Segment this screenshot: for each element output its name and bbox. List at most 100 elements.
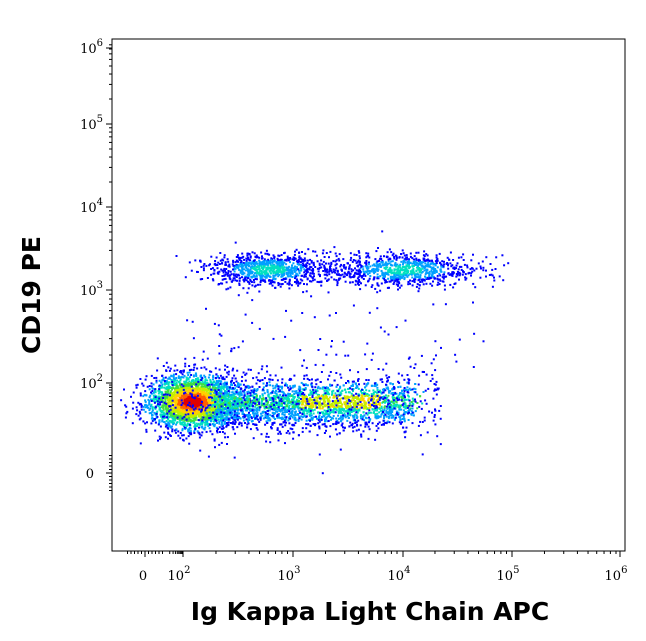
event-dot	[150, 382, 153, 385]
event-dot	[386, 386, 389, 389]
event-dot	[252, 377, 255, 380]
event-dot	[169, 434, 172, 437]
event-dot	[355, 382, 357, 385]
event-dot	[351, 422, 354, 425]
event-dot	[285, 421, 287, 424]
event-dot	[238, 412, 240, 415]
event-dot	[235, 403, 238, 405]
event-dot	[193, 356, 196, 359]
event-dot	[245, 404, 248, 407]
event-dot	[300, 415, 303, 418]
event-dot	[362, 404, 365, 407]
event-dot	[146, 421, 148, 424]
event-dot	[212, 417, 214, 420]
event-dot	[187, 410, 190, 413]
event-dot	[177, 407, 180, 410]
event-dot	[181, 421, 184, 424]
event-dot	[260, 397, 263, 400]
event-dot	[179, 376, 182, 379]
event-dot	[293, 393, 296, 395]
density-dots	[120, 230, 510, 475]
event-dot	[377, 422, 379, 425]
event-dot	[339, 393, 342, 395]
event-dot	[157, 423, 160, 426]
event-dot	[279, 432, 282, 435]
event-dot	[159, 398, 162, 401]
event-dot	[347, 406, 349, 409]
event-dot	[185, 390, 188, 393]
event-dot	[337, 417, 340, 420]
event-dot	[276, 394, 279, 397]
event-dot	[169, 390, 172, 393]
event-dot	[209, 402, 212, 405]
event-dot	[330, 402, 333, 405]
event-dot	[149, 407, 152, 410]
event-dot	[191, 403, 193, 406]
event-dot	[229, 407, 232, 410]
event-dot	[265, 400, 268, 403]
event-dot	[343, 403, 346, 406]
event-dot	[136, 409, 139, 412]
event-dot	[338, 409, 341, 411]
event-dot	[340, 405, 343, 408]
event-dot	[318, 405, 321, 408]
event-dot	[274, 418, 276, 420]
event-dot	[303, 413, 306, 416]
event-dot	[236, 405, 239, 408]
event-dot	[326, 390, 328, 393]
event-dot	[279, 410, 282, 413]
event-dot	[399, 385, 402, 388]
event-dot	[194, 389, 197, 392]
event-dot	[247, 398, 250, 401]
event-dot	[290, 403, 293, 406]
event-dot	[294, 419, 297, 422]
event-dot	[175, 391, 178, 393]
event-dot	[341, 403, 344, 406]
event-dot	[295, 400, 298, 403]
event-dot	[161, 399, 164, 401]
event-dot	[311, 418, 314, 421]
event-dot	[204, 403, 207, 405]
event-dot	[222, 386, 225, 389]
event-dot	[308, 399, 311, 402]
event-dot	[400, 408, 403, 411]
event-dot	[250, 403, 253, 406]
event-dot	[398, 393, 401, 396]
event-dot	[231, 384, 234, 387]
event-dot	[313, 408, 316, 411]
event-dot	[166, 381, 169, 384]
event-dot	[350, 394, 353, 397]
event-dot	[221, 385, 224, 388]
event-dot	[171, 410, 174, 413]
event-dot	[385, 398, 388, 401]
event-dot	[269, 392, 272, 395]
event-dot	[350, 409, 353, 412]
event-dot	[217, 376, 219, 378]
event-dot	[139, 442, 142, 445]
event-dot	[251, 394, 254, 397]
event-dot	[394, 393, 396, 395]
event-dot	[317, 416, 320, 419]
event-dot	[296, 398, 298, 401]
event-dot	[247, 413, 250, 416]
event-dot	[185, 376, 188, 379]
event-dot	[243, 407, 246, 410]
event-dot	[247, 387, 250, 390]
event-dot	[342, 426, 344, 429]
event-dot	[241, 396, 244, 399]
event-dot	[395, 392, 398, 395]
event-dot	[218, 443, 221, 446]
event-dot	[328, 388, 331, 391]
event-dot	[227, 410, 230, 413]
event-dot	[314, 404, 317, 407]
event-dot	[246, 391, 249, 393]
event-dot	[303, 377, 306, 380]
event-dot	[232, 400, 235, 403]
event-dot	[357, 387, 360, 390]
event-dot	[305, 419, 308, 422]
event-dot	[288, 404, 291, 407]
event-dot	[281, 385, 284, 388]
event-dot	[194, 395, 196, 398]
event-dot	[203, 404, 206, 407]
event-dot	[166, 387, 169, 390]
